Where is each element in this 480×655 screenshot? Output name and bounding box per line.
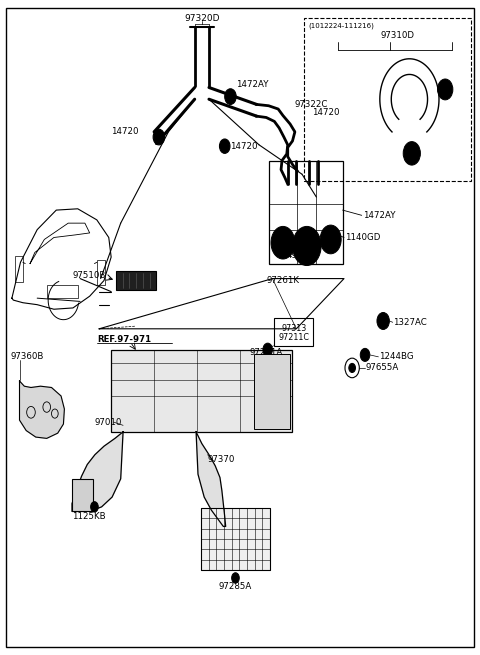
Circle shape [292, 227, 321, 265]
Bar [254, 354, 290, 428]
Polygon shape [196, 432, 226, 527]
Text: 97261K: 97261K [266, 276, 299, 285]
Text: 14720: 14720 [111, 127, 139, 136]
Circle shape [225, 89, 236, 104]
Polygon shape [72, 432, 123, 512]
Text: 49129: 49129 [287, 252, 314, 260]
Bar [111, 350, 292, 432]
Circle shape [349, 364, 356, 373]
Text: 1327AC: 1327AC [393, 318, 426, 327]
Text: 1472AY: 1472AY [363, 211, 395, 220]
Circle shape [320, 225, 341, 253]
Text: 97010: 97010 [95, 418, 122, 426]
Text: 97510B: 97510B [73, 271, 107, 280]
Bar [201, 508, 270, 570]
Circle shape [91, 502, 98, 512]
Circle shape [271, 227, 295, 259]
Circle shape [438, 79, 453, 100]
Text: 1472AY: 1472AY [236, 81, 269, 89]
Text: 1140GD: 1140GD [345, 233, 380, 242]
Bar [116, 271, 156, 290]
Text: 97310D: 97310D [381, 31, 415, 41]
Circle shape [377, 312, 389, 329]
Text: 97360B: 97360B [11, 352, 44, 362]
Text: 97370: 97370 [207, 455, 235, 464]
Text: 97322C: 97322C [295, 100, 328, 109]
Circle shape [219, 139, 230, 153]
Text: 97655A: 97655A [365, 364, 398, 373]
Text: 97211C: 97211C [278, 333, 310, 343]
Bar [269, 160, 343, 263]
Circle shape [360, 348, 370, 362]
Text: 14720: 14720 [312, 108, 339, 117]
Text: 14720: 14720 [230, 141, 258, 151]
Text: 97313: 97313 [281, 324, 307, 333]
Bar [72, 479, 94, 512]
Text: 97285A: 97285A [219, 582, 252, 591]
Text: REF.97-971: REF.97-971 [97, 335, 151, 344]
Polygon shape [20, 381, 64, 438]
Bar [304, 18, 471, 181]
Circle shape [232, 572, 240, 583]
Circle shape [403, 141, 420, 165]
Bar [15, 255, 24, 282]
Text: 97261A: 97261A [250, 348, 283, 357]
Circle shape [153, 129, 165, 145]
Bar [275, 318, 313, 346]
Text: 97320D: 97320D [184, 14, 219, 23]
Text: 1125KB: 1125KB [72, 512, 106, 521]
Text: 1244BG: 1244BG [379, 352, 414, 362]
Text: (1012224-111216): (1012224-111216) [308, 22, 374, 29]
Bar [47, 285, 78, 298]
Bar [97, 260, 106, 285]
Circle shape [263, 343, 273, 356]
